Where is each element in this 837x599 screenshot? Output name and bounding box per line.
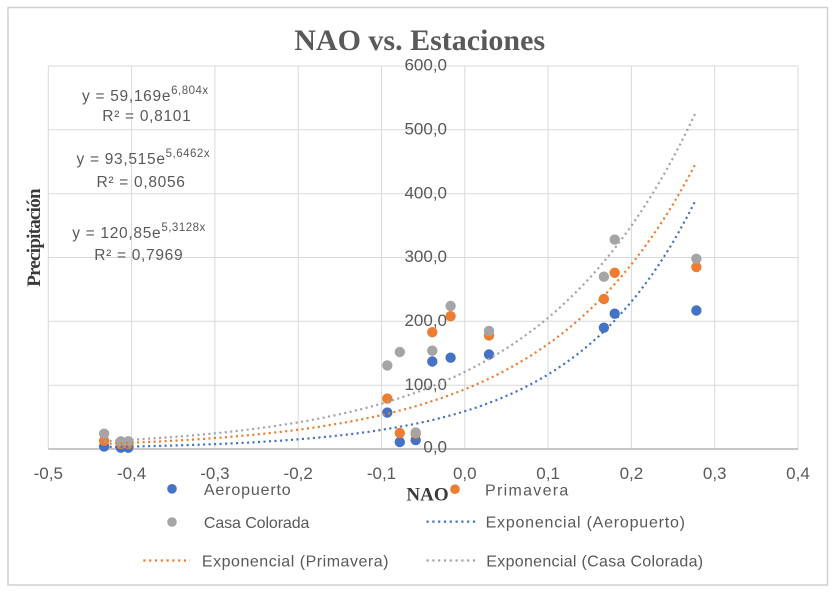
svg-text:NAO: NAO: [406, 484, 448, 505]
svg-text:Exponencial (Aeropuerto): Exponencial (Aeropuerto): [486, 515, 686, 532]
svg-text:100,0: 100,0: [404, 375, 447, 394]
svg-text:0,1: 0,1: [536, 464, 560, 483]
svg-text:-0,3: -0,3: [200, 464, 229, 483]
svg-text:R² = 0,7969: R² = 0,7969: [94, 247, 183, 264]
svg-text:NAO vs. Estaciones: NAO vs. Estaciones: [294, 24, 545, 57]
svg-text:Aeropuerto: Aeropuerto: [204, 482, 292, 499]
svg-text:400,0: 400,0: [404, 183, 447, 202]
svg-text:-0,5: -0,5: [34, 464, 63, 483]
svg-text:Exponencial (Primavera): Exponencial (Primavera): [202, 554, 389, 571]
svg-text:0,2: 0,2: [620, 464, 644, 483]
svg-text:500,0: 500,0: [404, 119, 447, 138]
svg-text:0,4: 0,4: [786, 464, 810, 483]
svg-text:300,0: 300,0: [404, 247, 447, 266]
svg-text:R² = 0,8101: R² = 0,8101: [102, 108, 191, 125]
svg-text:600,0: 600,0: [404, 56, 447, 75]
svg-text:Precipitación: Precipitación: [24, 188, 45, 287]
svg-text:-0,2: -0,2: [284, 464, 313, 483]
svg-text:0,0: 0,0: [423, 438, 447, 457]
svg-text:R² = 0,8056: R² = 0,8056: [97, 174, 186, 191]
svg-text:-0,1: -0,1: [367, 464, 396, 483]
svg-text:0,3: 0,3: [703, 464, 727, 483]
svg-text:Casa Colorada: Casa Colorada: [204, 515, 310, 532]
svg-text:-0,4: -0,4: [117, 464, 146, 483]
svg-text:Exponencial (Casa Colorada): Exponencial (Casa Colorada): [486, 554, 703, 571]
svg-text:200,0: 200,0: [404, 311, 447, 330]
svg-text:0,0: 0,0: [453, 464, 477, 483]
svg-text:Primavera: Primavera: [485, 482, 570, 499]
